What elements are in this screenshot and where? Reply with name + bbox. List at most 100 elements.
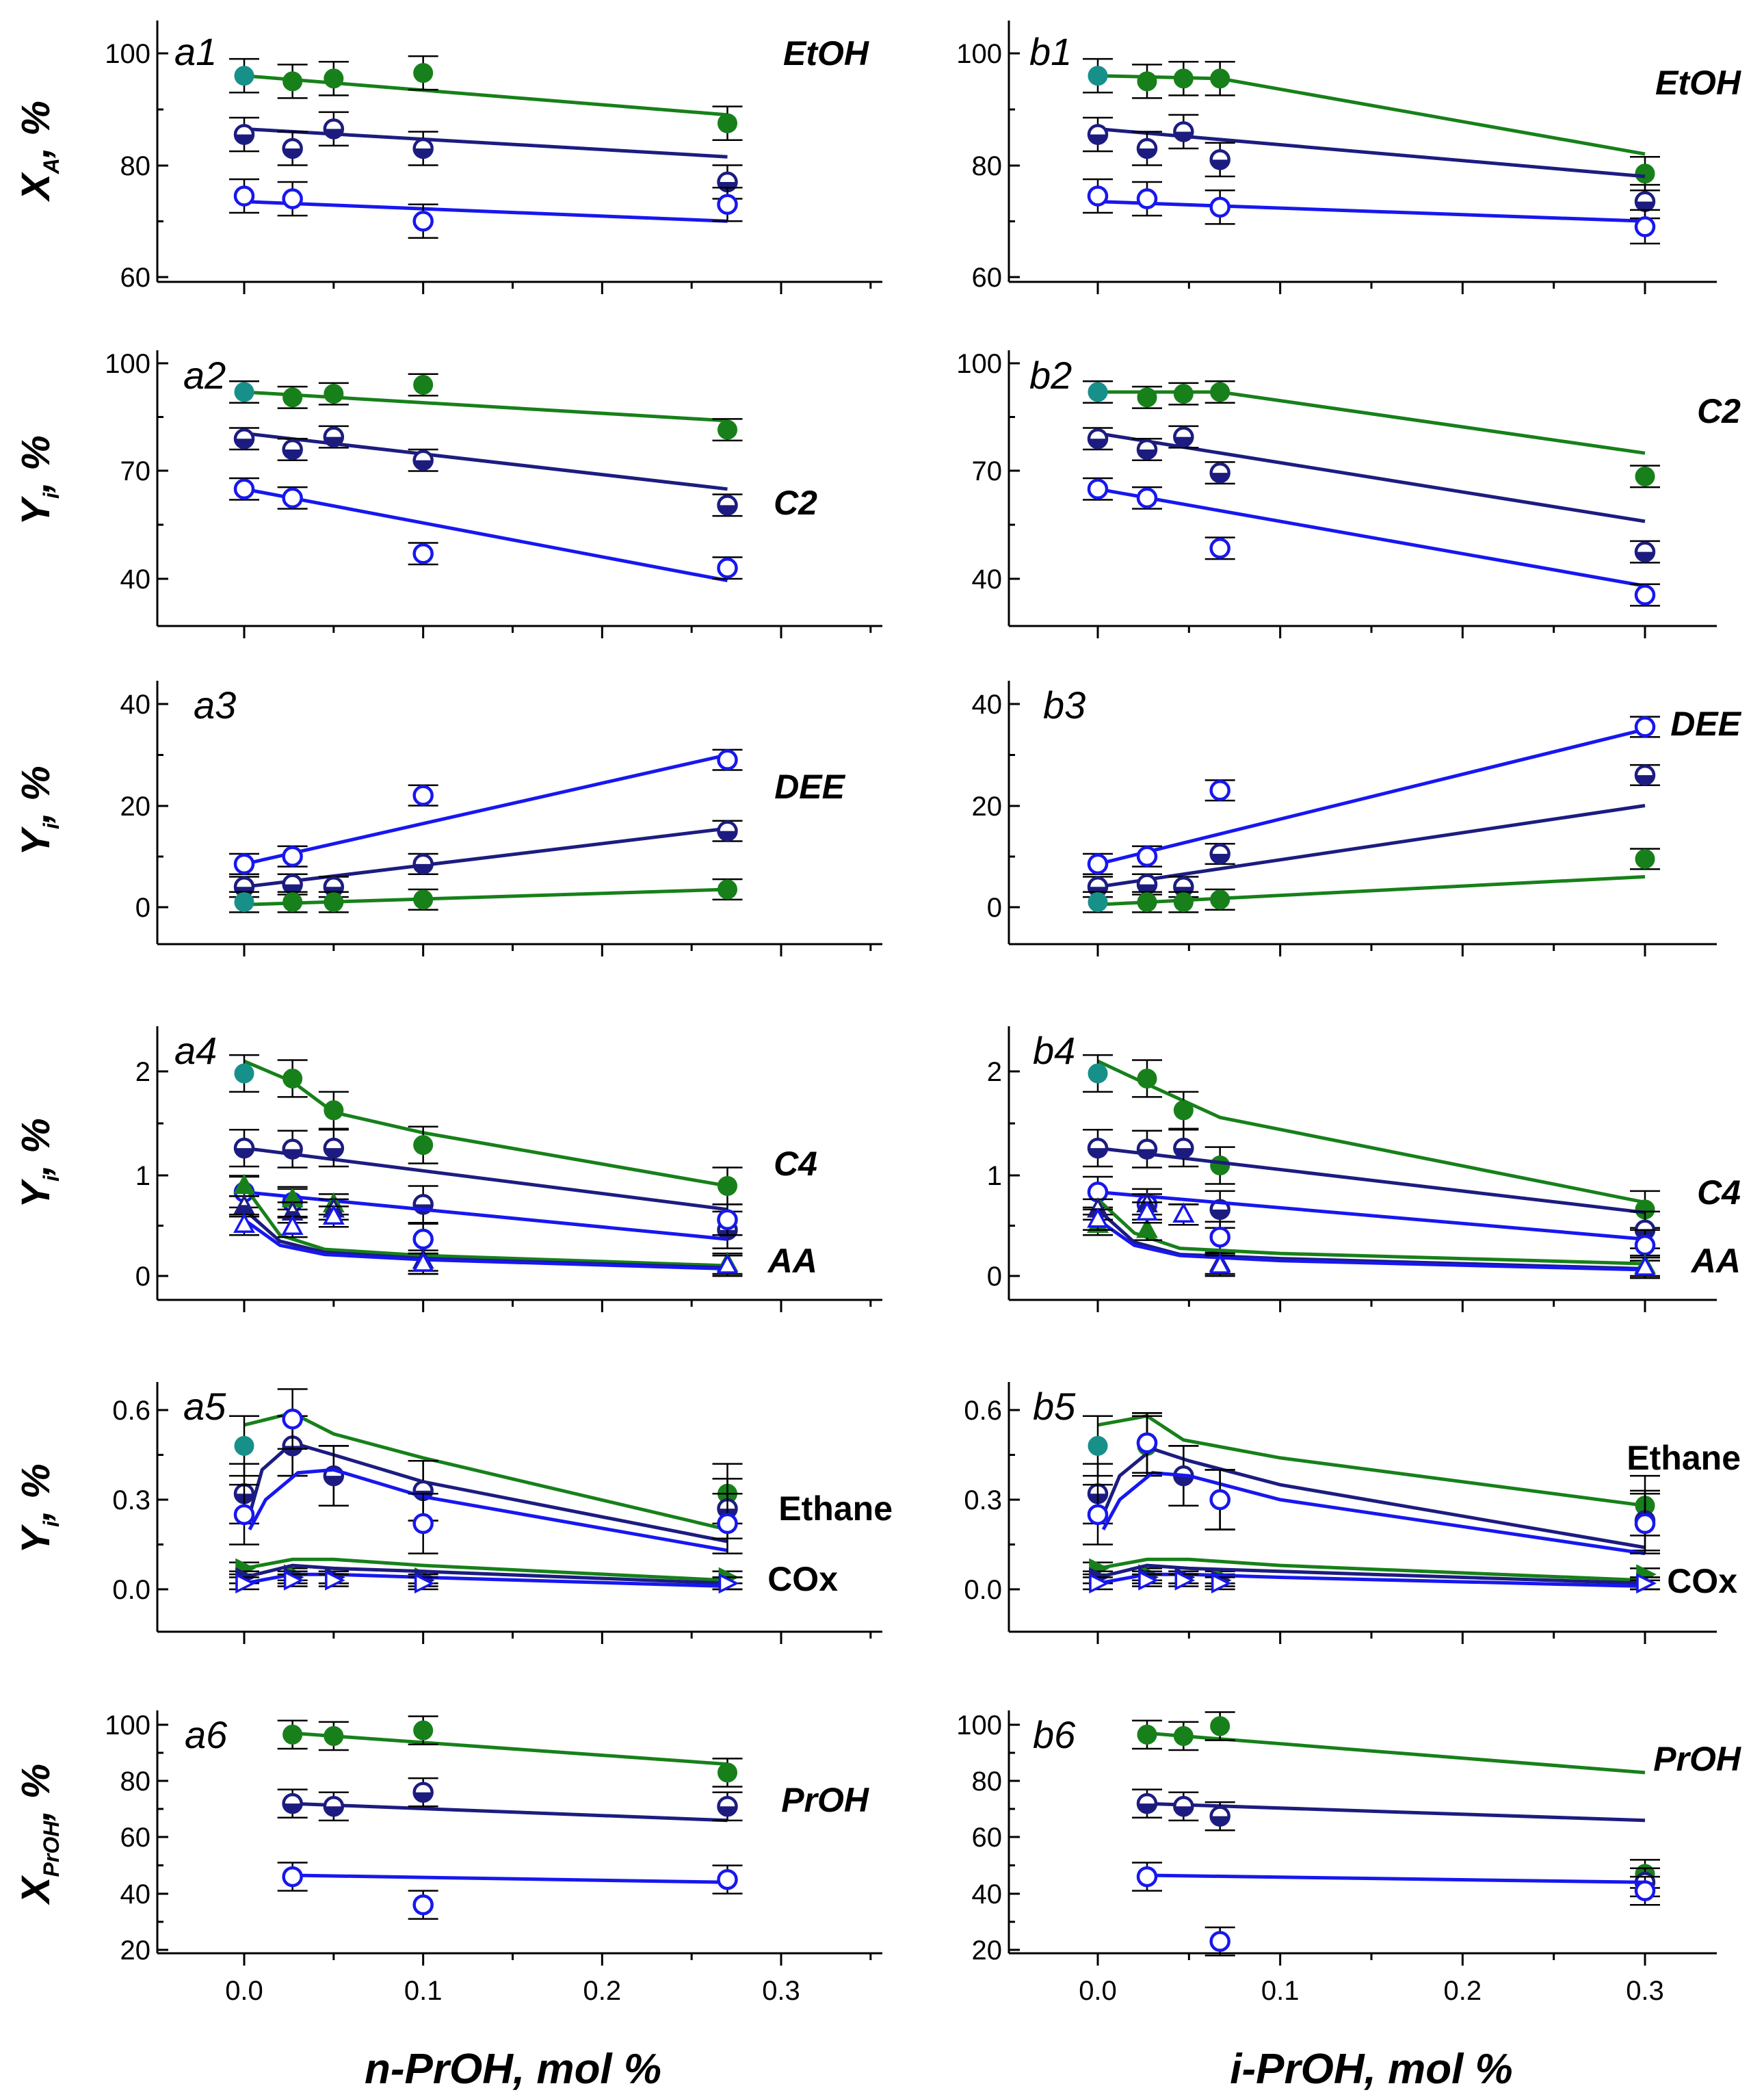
data-point-open-circle	[233, 185, 255, 207]
data-point-triangle	[1634, 1255, 1656, 1276]
data-point-open-circle	[412, 211, 434, 232]
fit-line	[1097, 804, 1646, 889]
data-point-filled-circle	[1173, 1725, 1194, 1746]
panel-b2: 40 70 100 b2 C2	[956, 349, 1741, 638]
fit-line	[292, 1731, 728, 1766]
data-point-filled-circle	[234, 892, 254, 913]
data-point-half-circle	[1136, 1792, 1158, 1814]
data-point-open-circle	[1209, 1931, 1230, 1952]
data-point-filled-circle	[1137, 71, 1157, 92]
series-green	[1083, 848, 1660, 913]
data-point-triangle	[1087, 1208, 1109, 1228]
series-blue	[229, 748, 743, 875]
data-point-filled-circle	[324, 384, 344, 404]
series-blue-ethane	[229, 1388, 743, 1554]
data-point-half-circle	[1209, 843, 1230, 865]
data-point-filled-circle	[1088, 1435, 1108, 1456]
data-point-filled-circle	[413, 1135, 434, 1156]
data-point-open-circle	[1136, 1432, 1158, 1454]
data-point-open-circle	[1209, 196, 1230, 218]
series-green	[1083, 380, 1660, 488]
panel-label: a1	[174, 30, 217, 73]
panel-label: a2	[183, 354, 226, 397]
panel-label: b2	[1029, 354, 1072, 397]
data-point-open-circle	[1209, 538, 1230, 559]
y-tick-label: 40	[120, 564, 151, 595]
data-point-filled-circle	[1173, 68, 1194, 89]
panel-b5: 0.0 0.3 0.6 b5 Ethane COx	[964, 1382, 1741, 1644]
series-navy-aa	[1083, 1192, 1660, 1279]
x-axis-label-left: n-PrOH, mol %	[365, 2046, 661, 2093]
data-point-open-circle	[1087, 478, 1109, 499]
series-annotation: C2	[774, 484, 817, 522]
y-tick-label: 20	[972, 792, 1003, 822]
fit-line	[292, 1873, 728, 1884]
data-point-open-circle	[717, 1209, 738, 1231]
data-point-open-circle	[1209, 779, 1230, 801]
fit-line	[1096, 1198, 1646, 1266]
data-point-filled-circle	[1088, 66, 1108, 86]
fit-line	[1146, 1731, 1646, 1775]
series-annotation: PrOH	[781, 1781, 869, 1819]
y-axis-label: Yi, %	[14, 435, 64, 525]
fit-line	[248, 1441, 728, 1543]
data-point-filled-circle	[718, 113, 737, 133]
y-tick-label: 60	[972, 263, 1003, 293]
data-point-filled-circle	[1635, 164, 1655, 184]
y-tick-label: 0.6	[112, 1396, 150, 1426]
fit-line	[243, 1218, 728, 1270]
y-axis-label: XPrOH, %	[14, 1764, 64, 1905]
data-point-right-triangle	[1636, 1573, 1657, 1594]
series-green-c4	[1083, 1054, 1660, 1229]
data-point-half-circle	[233, 428, 255, 449]
fit-line	[1097, 727, 1646, 866]
data-point-filled-circle	[282, 892, 303, 913]
y-tick-label: 20	[120, 1935, 151, 1966]
data-point-filled-circle	[1088, 892, 1108, 913]
series-blue-ethane	[1083, 1412, 1660, 1556]
series-annotation: DEE	[1670, 705, 1741, 743]
series-annotation: COx	[1667, 1562, 1737, 1600]
series-blue-cox	[1083, 1570, 1660, 1594]
data-point-filled-circle	[234, 1063, 254, 1084]
data-point-half-circle	[1173, 1137, 1194, 1159]
panel-label: b5	[1033, 1385, 1076, 1428]
fit-line	[243, 1563, 728, 1585]
data-point-triangle	[233, 1212, 255, 1233]
data-point-filled-circle	[234, 1435, 254, 1456]
fit-line	[243, 200, 728, 223]
series-navy-ethane	[1083, 1412, 1660, 1552]
data-point-half-circle	[1173, 1796, 1194, 1817]
fit-line	[243, 753, 728, 866]
y-tick-label: 40	[972, 690, 1003, 720]
data-point-half-circle	[282, 1792, 303, 1814]
series-navy	[229, 820, 743, 898]
y-tick-label: 60	[972, 1823, 1003, 1853]
series-annotation: PrOH	[1653, 1740, 1741, 1778]
data-point-half-circle	[1634, 191, 1656, 212]
y-tick-label: 1	[135, 1161, 150, 1191]
y-tick-label: 100	[956, 349, 1002, 379]
panel-label: b1	[1029, 30, 1072, 73]
y-tick-label: 0	[135, 1262, 150, 1292]
y-tick-label: 60	[120, 263, 151, 293]
data-point-open-circle	[233, 1504, 255, 1526]
data-point-filled-circle	[1173, 384, 1194, 404]
series-annotation: Ethane	[1627, 1439, 1741, 1477]
y-axis-label: Yi, %	[14, 1118, 64, 1208]
data-point-half-circle	[1136, 439, 1158, 460]
x-tick-label: 0.0	[225, 1976, 263, 2006]
data-point-filled-circle	[324, 1100, 344, 1121]
data-point-half-circle	[1209, 462, 1230, 484]
panel-label: a4	[174, 1029, 217, 1072]
data-point-open-circle	[282, 846, 303, 867]
data-point-open-circle	[412, 785, 434, 806]
y-axis-label: XA, %	[14, 101, 64, 203]
y-tick-label: 0	[135, 893, 150, 923]
data-point-open-circle	[1634, 216, 1656, 237]
data-point-half-circle	[323, 118, 345, 140]
series-navy-ethane	[229, 1415, 743, 1543]
data-point-half-circle	[282, 439, 303, 460]
y-tick-label: 0.3	[964, 1485, 1002, 1515]
data-point-filled-circle	[1137, 387, 1157, 408]
